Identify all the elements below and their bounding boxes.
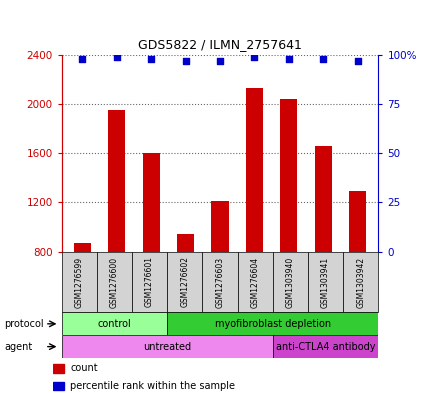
Text: GSM1303941: GSM1303941: [321, 256, 330, 308]
Text: protocol: protocol: [4, 319, 44, 329]
Text: GSM1303940: GSM1303940: [286, 256, 295, 308]
Bar: [62, 252, 97, 312]
Text: GSM1276600: GSM1276600: [110, 256, 119, 308]
Text: GSM1276601: GSM1276601: [145, 257, 154, 307]
Bar: [62, 312, 167, 335]
Text: myofibroblast depletion: myofibroblast depletion: [215, 319, 331, 329]
Bar: [132, 252, 167, 312]
Point: [216, 58, 224, 64]
Text: untreated: untreated: [143, 342, 191, 352]
Text: control: control: [98, 319, 131, 329]
Bar: [343, 252, 378, 312]
Bar: [280, 99, 297, 252]
Text: agent: agent: [4, 342, 33, 352]
Bar: [97, 252, 132, 312]
Point: [354, 58, 361, 64]
Point: [79, 56, 86, 62]
Bar: [202, 252, 238, 312]
Text: anti-CTLA4 antibody: anti-CTLA4 antibody: [276, 342, 375, 352]
Bar: [73, 243, 91, 252]
Bar: [349, 191, 367, 252]
Text: count: count: [70, 364, 98, 373]
Point: [286, 56, 293, 62]
Text: GSM1276602: GSM1276602: [180, 257, 189, 307]
Bar: [238, 252, 273, 312]
Bar: [246, 88, 263, 252]
Bar: [167, 312, 378, 335]
Bar: [273, 252, 308, 312]
Point: [147, 56, 154, 62]
Bar: [167, 252, 202, 312]
Point: [113, 54, 120, 60]
Text: GSM1303942: GSM1303942: [356, 256, 365, 308]
Bar: [53, 382, 64, 391]
Bar: [315, 146, 332, 252]
Point: [320, 56, 327, 62]
Text: GSM1276603: GSM1276603: [216, 256, 224, 308]
Bar: [308, 252, 343, 312]
Bar: [62, 335, 273, 358]
Bar: [108, 110, 125, 252]
Text: GSM1276604: GSM1276604: [251, 256, 260, 308]
Title: GDS5822 / ILMN_2757641: GDS5822 / ILMN_2757641: [138, 38, 302, 51]
Point: [182, 58, 189, 64]
Text: percentile rank within the sample: percentile rank within the sample: [70, 381, 235, 391]
Bar: [143, 153, 160, 252]
Bar: [177, 234, 194, 252]
Bar: [273, 335, 378, 358]
Point: [251, 54, 258, 60]
Text: GSM1276599: GSM1276599: [75, 256, 84, 308]
Bar: [53, 364, 64, 373]
Bar: [211, 201, 229, 252]
